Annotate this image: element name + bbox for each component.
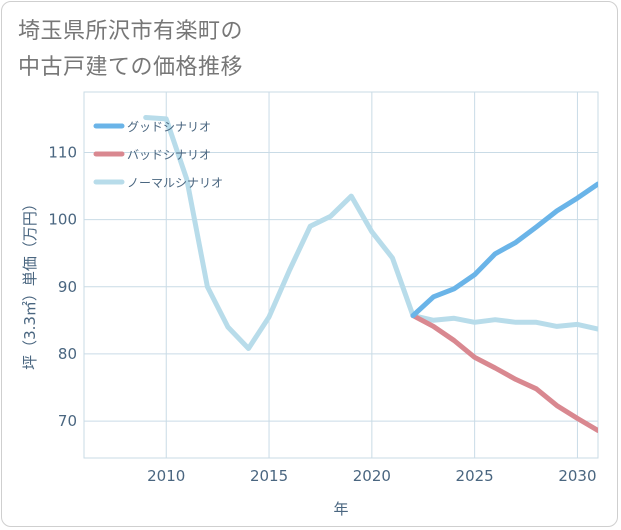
y-tick-label: 100 — [48, 211, 77, 229]
plot-area-border — [83, 91, 599, 459]
series-line-good — [410, 181, 598, 319]
x-axis-label: 年 — [333, 500, 348, 518]
y-tick-label: 110 — [48, 143, 77, 161]
legend-label: ノーマルシナリオ — [127, 176, 223, 190]
chart-title-line1: 埼玉県所沢市有楽町の — [18, 19, 244, 44]
x-tick-label: 2015 — [250, 467, 288, 485]
chart-title-line2: 中古戸建ての価格推移 — [18, 55, 244, 80]
legend-label: バッドシナリオ — [127, 148, 211, 162]
series-line-normal — [143, 115, 598, 351]
y-axis-label: 坪（3.3㎡）単価（万円） — [21, 196, 39, 370]
series-lines — [143, 115, 598, 433]
x-tick-label: 2010 — [147, 467, 185, 485]
grid-lines — [83, 91, 599, 459]
x-tick-label: 2030 — [558, 467, 596, 485]
tick-labels: 2010 2015 2020 2025 2030 70 80 90 100 110 — [48, 143, 596, 485]
legend-label: グッドシナリオ — [127, 120, 211, 134]
chart-title: 埼玉県所沢市有楽町の 中古戸建ての価格推移 — [18, 14, 243, 86]
x-tick-label: 2025 — [456, 467, 494, 485]
series-line-bad — [410, 313, 598, 433]
y-tick-label: 80 — [58, 345, 77, 363]
y-tick-label: 70 — [58, 412, 77, 430]
x-tick-label: 2020 — [353, 467, 391, 485]
y-tick-label: 90 — [58, 278, 77, 296]
